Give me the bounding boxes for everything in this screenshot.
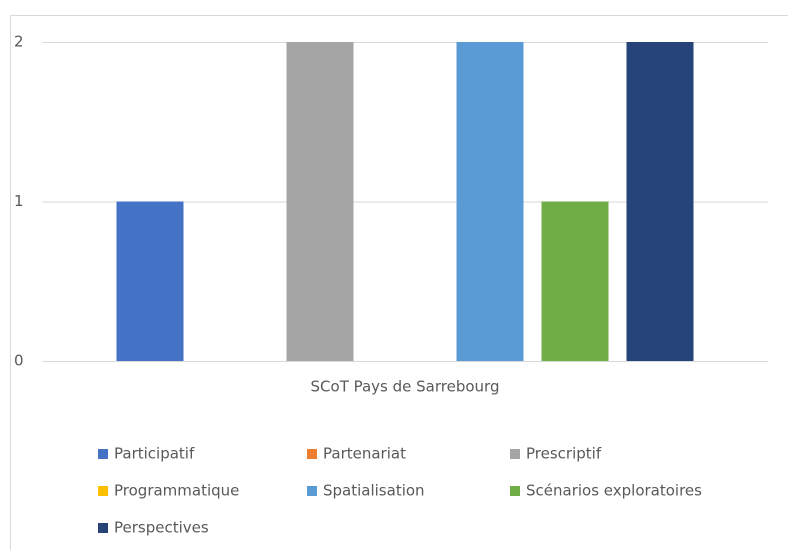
legend-label: Perspectives bbox=[114, 519, 209, 537]
legend-label: Spatialisation bbox=[323, 482, 425, 500]
legend-label: Participatif bbox=[114, 445, 195, 463]
legend-swatch bbox=[98, 486, 108, 496]
legend-swatch bbox=[307, 449, 317, 459]
legend-label: Prescriptif bbox=[526, 445, 602, 463]
bar bbox=[116, 201, 184, 361]
bar bbox=[286, 42, 354, 361]
y-tick-label: 2 bbox=[14, 33, 24, 51]
legend-label: Programmatique bbox=[114, 482, 239, 500]
legend-swatch bbox=[307, 486, 317, 496]
legend-label: Partenariat bbox=[323, 445, 406, 463]
bar bbox=[626, 42, 694, 361]
legend-swatch bbox=[98, 449, 108, 459]
bar bbox=[541, 201, 609, 361]
x-tick-label: SCoT Pays de Sarrebourg bbox=[311, 378, 500, 396]
bar bbox=[456, 42, 524, 361]
legend-swatch bbox=[98, 523, 108, 533]
legend-swatch bbox=[510, 486, 520, 496]
y-tick-label: 1 bbox=[14, 192, 24, 210]
legend-swatch bbox=[510, 449, 520, 459]
legend-label: Scénarios exploratoires bbox=[526, 482, 702, 500]
y-tick-label: 0 bbox=[14, 352, 24, 370]
